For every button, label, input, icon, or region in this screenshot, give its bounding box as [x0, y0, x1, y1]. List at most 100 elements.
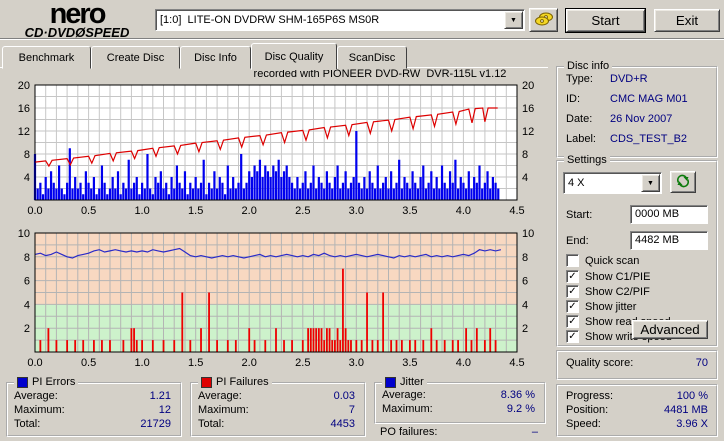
svg-text:1.5: 1.5	[188, 357, 203, 368]
jitter-legend: Jitter	[382, 376, 427, 389]
svg-text:12: 12	[18, 126, 30, 138]
svg-text:1.5: 1.5	[188, 205, 203, 217]
svg-text:2.5: 2.5	[295, 357, 310, 368]
svg-text:2.5: 2.5	[295, 205, 310, 217]
info-label: Type:	[566, 73, 593, 85]
chevron-down-icon[interactable]: ▼	[641, 174, 660, 192]
settings-title: Settings	[567, 154, 607, 166]
disc-type-value: DVD+R	[610, 73, 648, 85]
advanced-button[interactable]: Advanced	[632, 320, 708, 339]
logo-cddvd-text: CD·DVD	[24, 25, 76, 40]
pi-failures-legend: PI Failures	[198, 376, 272, 389]
tab-disc-info[interactable]: Disc Info	[180, 46, 251, 69]
checkbox-quick-scan[interactable]: Quick scan	[566, 254, 639, 267]
stat-label: Maximum:	[198, 404, 249, 416]
quality-score-value: 70	[695, 357, 708, 369]
disc-id-value: CMC MAG M01	[610, 93, 688, 105]
checkbox-show-jitter[interactable]: ✓ Show jitter	[566, 300, 636, 313]
end-position-field[interactable]: 4482 MB	[630, 231, 708, 250]
checkbox-show-c2-pif[interactable]: ✓ Show C2/PIF	[566, 285, 650, 298]
svg-text:16: 16	[18, 103, 30, 115]
svg-text:4.0: 4.0	[456, 357, 471, 368]
svg-text:2.0: 2.0	[242, 205, 257, 217]
svg-text:1.0: 1.0	[134, 357, 149, 368]
svg-text:12: 12	[522, 126, 534, 138]
jitter-title: Jitter	[400, 376, 424, 388]
tab-disc-quality[interactable]: Disc Quality	[251, 43, 337, 70]
svg-text:4: 4	[522, 172, 528, 184]
svg-text:4.0: 4.0	[456, 205, 471, 217]
exit-button[interactable]: Exit	[654, 9, 720, 32]
eject-disc-button[interactable]	[529, 8, 558, 32]
logo-speed-text: SPEED	[85, 25, 130, 40]
svg-text:4: 4	[24, 299, 30, 311]
disc-info-legend: Disc info	[564, 60, 613, 73]
discs-icon	[534, 11, 554, 30]
pi-failures-swatch	[201, 377, 212, 388]
quality-score-panel: Quality score: 70	[556, 350, 718, 380]
jitter-panel: Jitter Average: 8.36 % Maximum: 9.2 %	[374, 376, 546, 424]
chevron-down-icon[interactable]: ▼	[504, 11, 523, 29]
tab-label: Disc Info	[194, 51, 237, 64]
svg-text:3.5: 3.5	[402, 357, 417, 368]
checkbox-box[interactable]: ✓	[566, 270, 579, 283]
svg-text:6: 6	[24, 276, 30, 288]
svg-text:2.0: 2.0	[242, 357, 257, 368]
checkbox-box[interactable]: ✓	[566, 315, 579, 328]
stat-label: Maximum:	[382, 403, 433, 415]
svg-text:3.0: 3.0	[349, 357, 364, 368]
checkbox-box[interactable]: ✓	[566, 330, 579, 343]
po-failures-label: PO failures:	[380, 426, 438, 438]
speed-label: Speed:	[566, 418, 601, 430]
checkbox-label: Show C1/PIE	[585, 270, 651, 283]
stat-value: 9.2 %	[506, 403, 535, 415]
drive-selector[interactable]: [1:0] LITE-ON DVDRW SHM-165P6S MS0R ▼	[155, 9, 525, 31]
po-failures-row: PO failures: –	[380, 426, 538, 438]
start-position-field[interactable]: 0000 MB	[630, 205, 708, 224]
svg-text:10: 10	[18, 228, 30, 240]
tab-benchmark[interactable]: Benchmark	[2, 46, 91, 69]
stat-label: Average:	[14, 390, 58, 402]
checkbox-box[interactable]: ✓	[566, 300, 579, 313]
checkbox-show-c1-pie[interactable]: ✓ Show C1/PIE	[566, 270, 650, 283]
pi-errors-swatch	[17, 377, 28, 388]
settings-legend: Settings	[564, 154, 610, 167]
pi-failures-title: PI Failures	[216, 376, 269, 388]
stat-label: Average:	[198, 390, 242, 402]
stat-value: 1.21	[149, 390, 171, 402]
checkbox-label: Show C2/PIF	[585, 285, 650, 298]
stat-value: 21729	[140, 418, 171, 430]
tab-label: ScanDisc	[348, 51, 396, 64]
tab-create-disc[interactable]: Create Disc	[91, 46, 180, 69]
start-button[interactable]: Start	[565, 8, 646, 33]
svg-text:20: 20	[18, 80, 30, 92]
disc-info-group: Disc info Type: DVD+R ID: CMC MAG M01 Date…	[556, 60, 718, 158]
svg-text:3.0: 3.0	[349, 205, 364, 217]
refresh-button[interactable]	[670, 171, 696, 193]
svg-text:8: 8	[24, 149, 30, 161]
svg-text:4.5: 4.5	[509, 205, 524, 217]
disc-label-value: CDS_TEST_B2	[610, 133, 688, 145]
svg-text:10: 10	[522, 228, 534, 240]
position-value: 4481 MB	[663, 404, 708, 416]
nero-logo-product: CD·DVDØSPEED	[6, 25, 148, 40]
svg-text:0.5: 0.5	[81, 205, 96, 217]
svg-text:2: 2	[522, 323, 528, 335]
drive-selector-value: [1:0] LITE-ON DVDRW SHM-165P6S MS0R	[160, 14, 380, 26]
tab-scandisc[interactable]: ScanDisc	[337, 46, 407, 69]
pi-errors-panel: PI Errors Average: 1.21 Maximum: 12 Total:…	[6, 376, 182, 437]
stat-value: 8.36 %	[500, 389, 535, 401]
disc-info-title: Disc info	[567, 60, 610, 72]
progress-panel: Progress: 100 % Position: 4481 MB Speed: 3.…	[556, 384, 718, 437]
disc-date-value: 26 Nov 2007	[610, 113, 673, 125]
scan-speed-select[interactable]: 4 X ▼	[563, 172, 662, 194]
chart-title: recorded with PIONEER DVD-RW DVR-115L v1…	[253, 68, 507, 80]
checkbox-box[interactable]: ✓	[566, 285, 579, 298]
position-label: Position:	[566, 404, 609, 416]
jitter-pif-chart: 2 2 4 4 6 6 8 8 10 10 0.0 0.5 1.0 1.5 2.0 2.5 3.0 3.5 4.0 4…	[18, 228, 535, 368]
scan-speed-value: 4 X	[568, 177, 585, 189]
po-failures-value: –	[531, 426, 538, 438]
info-label: Date:	[566, 113, 593, 125]
checkbox-box[interactable]	[566, 254, 579, 267]
